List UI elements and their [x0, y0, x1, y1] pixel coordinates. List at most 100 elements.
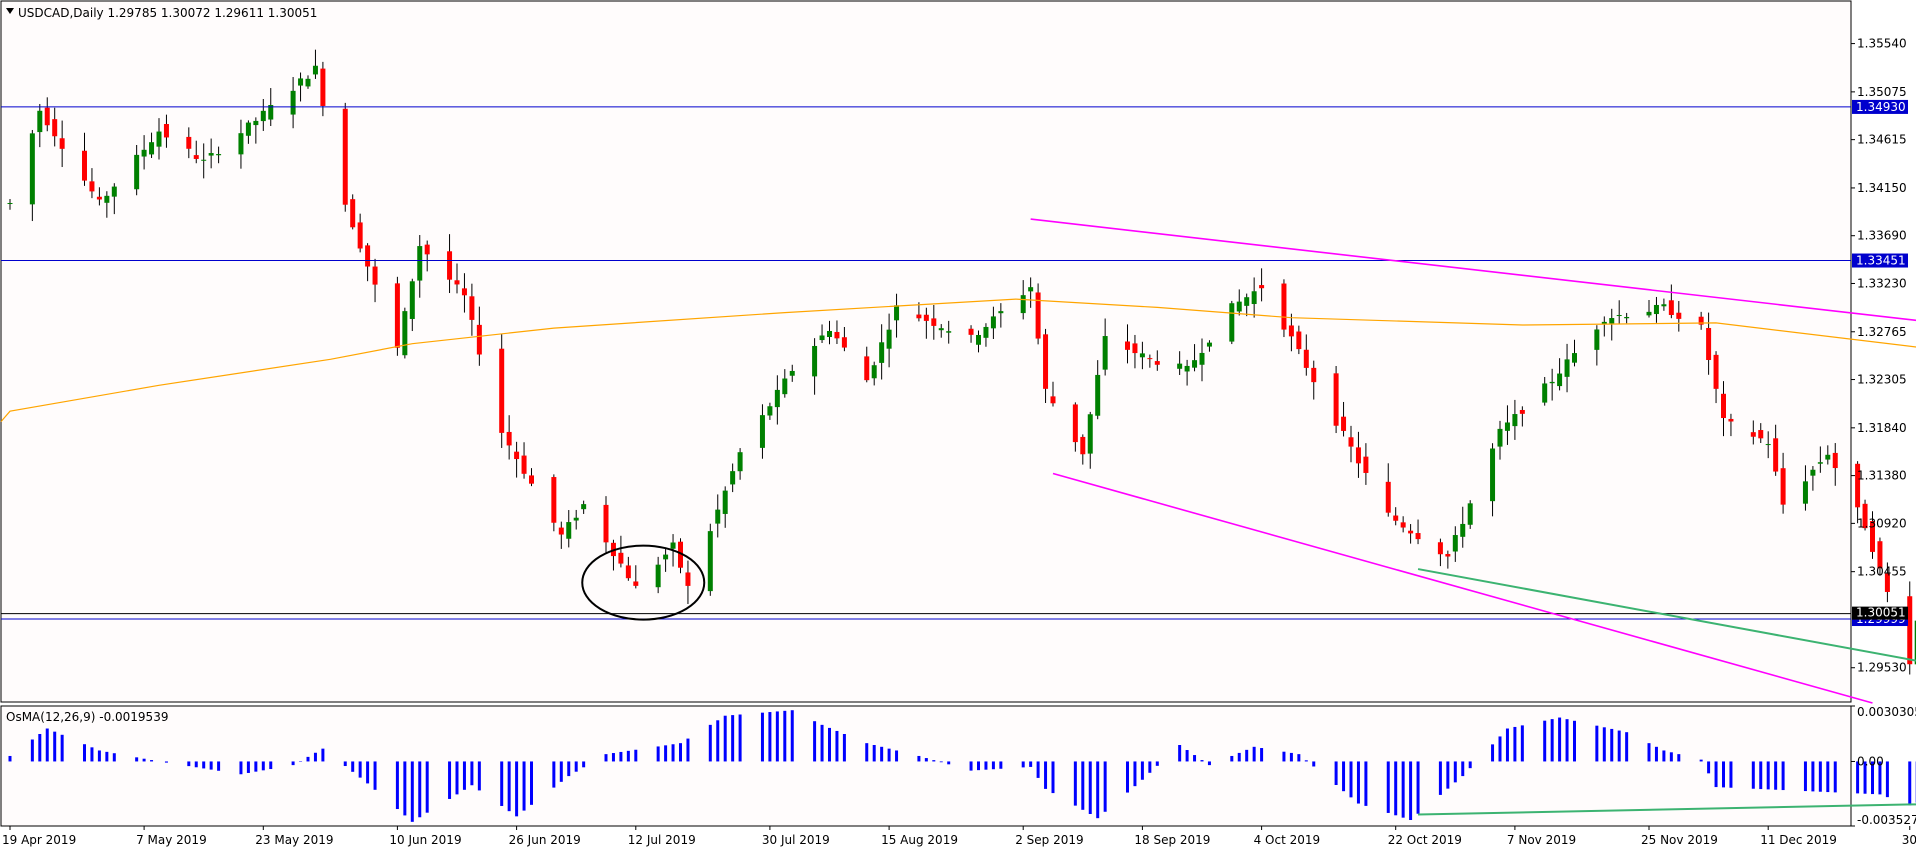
bear-candle [1676, 312, 1682, 319]
bull-candle [1646, 311, 1652, 316]
current-price-tag [1852, 606, 1908, 620]
bear-candle [82, 150, 87, 181]
bear-candle [1668, 300, 1674, 315]
chart-header-label: USDCAD,Daily 1.29785 1.30072 1.29611 1.3… [18, 6, 317, 20]
bear-candle [1072, 404, 1078, 443]
bear-candle [558, 527, 564, 535]
bull-candle [707, 531, 713, 592]
level-tag-label: 1.33451 [1856, 254, 1906, 268]
bear-candle [1750, 432, 1756, 437]
bear-candle [1780, 468, 1786, 505]
bull-candle [1564, 359, 1570, 377]
bear-candle [1311, 367, 1317, 383]
bull-candle [1512, 414, 1518, 427]
dropdown-triangle-icon [6, 8, 14, 14]
bear-candle [1050, 396, 1056, 404]
date-tick-label: 23 May 2019 [255, 833, 333, 847]
bear-candle [320, 68, 326, 106]
date-tick-label: 22 Oct 2019 [1388, 833, 1462, 847]
bear-candle [521, 455, 527, 474]
bear-candle [96, 196, 102, 200]
bull-candle [402, 311, 408, 356]
bull-candle [7, 203, 13, 205]
bear-candle [1884, 573, 1890, 592]
date-tick-label: 4 Oct 2019 [1254, 833, 1321, 847]
bear-candle [931, 318, 937, 326]
lower-channel-line [1052, 472, 1873, 704]
bear-candle [186, 136, 192, 149]
osma-histogram-group [8, 710, 1916, 822]
bull-candle [812, 345, 818, 377]
bear-candle [1415, 533, 1421, 540]
bull-candle [1177, 363, 1183, 369]
bear-candle [1832, 452, 1838, 469]
bear-candle [1445, 553, 1451, 557]
low-highlight-ellipse [581, 544, 706, 621]
upper-channel-line [1030, 218, 1916, 322]
bull-candle [1765, 444, 1771, 446]
bear-candle [1333, 373, 1339, 426]
bull-candle [1609, 318, 1615, 324]
bear-candle [44, 107, 50, 126]
bear-candle [618, 552, 624, 564]
bear-candle [1721, 393, 1726, 419]
bull-candle [998, 311, 1004, 314]
bull-candle [1020, 295, 1026, 314]
bull-candle [1810, 469, 1816, 476]
bull-candle [1251, 291, 1257, 305]
bull-candle [655, 564, 661, 588]
price-axis: 1.35540 1.35075 1.34615 1.34150 1.33690 1.332… [1851, 37, 1916, 827]
price-tick-label: 1.35540 [1857, 37, 1907, 51]
bear-candle [342, 108, 348, 205]
bull-candle [305, 78, 311, 87]
bear-candle [193, 155, 199, 159]
bull-candle [990, 316, 996, 329]
bear-candle [1303, 349, 1309, 368]
bear-candle [394, 283, 400, 348]
bear-candle [89, 181, 95, 192]
bear-candle [1080, 436, 1086, 455]
bear-candle [424, 244, 430, 255]
bear-candle [1877, 541, 1883, 569]
bull-candle [1199, 352, 1205, 365]
bull-candle [946, 331, 952, 333]
current-price-label: 1.30051 [1856, 606, 1906, 620]
bear-candle [1907, 596, 1913, 665]
date-tick-label: 25 Nov 2019 [1641, 833, 1718, 847]
bull-candle [1914, 620, 1916, 665]
bull-candle [417, 246, 423, 281]
bull-candle [238, 133, 244, 155]
bull-candle [1467, 503, 1473, 525]
bull-candle [774, 389, 780, 408]
bull-candle [149, 142, 155, 155]
bear-candle [1147, 358, 1153, 360]
bull-candle [245, 122, 251, 136]
bull-candle [1192, 360, 1198, 368]
price-tick-label: 1.34615 [1857, 133, 1907, 147]
bear-candle [59, 138, 65, 149]
bull-candle [1490, 448, 1496, 502]
bear-candle [1296, 331, 1302, 350]
date-tick-label: 30 Jul 2019 [762, 833, 830, 847]
price-tick-label: 1.29530 [1857, 661, 1907, 675]
osma-divergence-line [1418, 803, 1916, 816]
bull-candle [290, 90, 296, 115]
bull-candle [938, 328, 944, 331]
bear-candle [1758, 430, 1764, 439]
bull-candle [1549, 381, 1555, 384]
bull-candle [1497, 428, 1503, 447]
bear-candle [469, 296, 475, 320]
bear-candle [625, 565, 631, 579]
bear-candle [834, 331, 840, 339]
bull-candle [886, 329, 892, 349]
bull-candle [134, 154, 140, 190]
date-tick-label: 7 Nov 2019 [1507, 833, 1576, 847]
date-tick-label: 10 Jun 2019 [389, 833, 461, 847]
bull-candle [573, 517, 579, 521]
bull-candle [1504, 422, 1510, 431]
bull-candle [1244, 297, 1250, 306]
bear-candle [923, 314, 929, 321]
price-trendline [1417, 568, 1916, 662]
bull-candle [104, 195, 110, 203]
